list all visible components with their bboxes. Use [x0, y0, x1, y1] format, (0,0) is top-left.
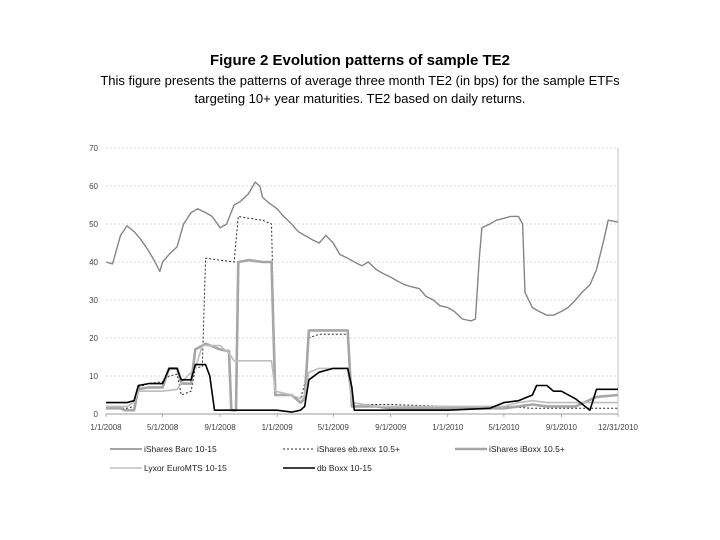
y-tick-label: 0	[94, 410, 99, 419]
y-tick-label: 40	[89, 258, 98, 267]
legend-label: iShares eb.rexx 10.5+	[317, 444, 400, 454]
legend-label: iShares Barc 10-15	[144, 444, 217, 454]
x-tick-label: 1/1/2010	[432, 423, 464, 432]
legend-label: Lyxor EuroMTS 10-15	[144, 463, 227, 473]
x-tick-label: 1/1/2009	[262, 423, 294, 432]
x-tick-label: 9/1/2009	[375, 423, 407, 432]
x-tick-label: 1/1/2008	[90, 423, 122, 432]
y-tick-label: 50	[89, 220, 98, 229]
subtitle-line-1: This figure presents the patterns of ave…	[100, 73, 620, 88]
legend-label: iShares iBoxx 10.5+	[489, 444, 565, 454]
series-line-4	[106, 344, 618, 408]
y-tick-label: 30	[89, 296, 98, 305]
series-lines	[105, 181, 619, 413]
x-tick-label: 5/1/2008	[147, 423, 179, 432]
chart-title: Figure 2 Evolution patterns of sample TE…	[209, 52, 511, 69]
axes: 0 10 20 30 40 50 60 70 1/1/2008 5/1/2008 9/1/2008 1…	[89, 144, 638, 432]
legend: iShares Barc 10-15 iShares eb.rexx 10.5+ i…	[110, 444, 565, 473]
x-tick-label: 5/1/2010	[488, 423, 520, 432]
legend-item: iShares iBoxx 10.5+	[455, 444, 565, 454]
y-tick-label: 20	[89, 334, 98, 343]
x-tick-label: 5/1/2009	[318, 423, 350, 432]
x-tick-label: 9/1/2010	[546, 423, 578, 432]
legend-item: iShares eb.rexx 10.5+	[283, 444, 400, 454]
legend-item: Lyxor EuroMTS 10-15	[110, 463, 227, 473]
x-tick-label: 12/31/2010	[598, 423, 639, 432]
y-tick-label: 60	[89, 182, 98, 191]
x-tick-label: 9/1/2008	[205, 423, 237, 432]
y-tick-label: 10	[89, 372, 98, 381]
subtitle-line-2: targeting 10+ year maturities. TE2 based…	[194, 91, 526, 106]
y-tick-label: 70	[89, 144, 98, 153]
legend-item: iShares Barc 10-15	[110, 444, 217, 454]
series-line-5	[106, 363, 618, 413]
legend-item: db Boxx 10-15	[283, 463, 372, 473]
series-line-1	[105, 181, 619, 322]
chart-subtitle: This figure presents the patterns of ave…	[60, 72, 660, 108]
series-line-3	[106, 258, 619, 412]
legend-label: db Boxx 10-15	[317, 463, 372, 473]
grid-lines	[106, 147, 618, 377]
